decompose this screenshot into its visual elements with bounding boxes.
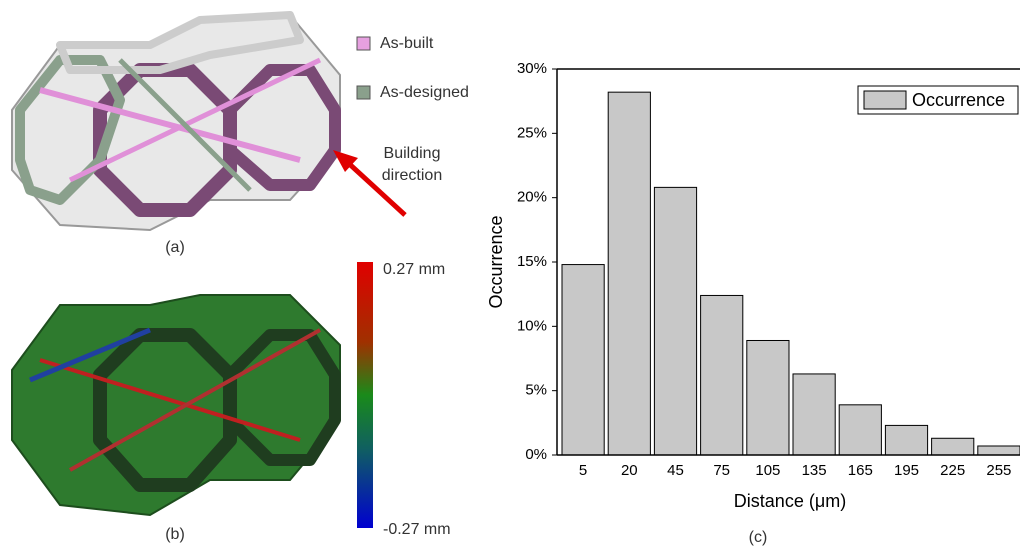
bar <box>932 438 974 455</box>
x-tick-label: 195 <box>894 462 919 479</box>
lattice-deviation <box>12 295 340 515</box>
legend-label: As-designed <box>380 84 469 101</box>
x-tick-label: 165 <box>848 462 873 479</box>
legend-label: Occurrence <box>912 90 1005 110</box>
bar <box>885 425 927 455</box>
annotation: Building <box>384 145 441 162</box>
y-tick-label: 25% <box>517 124 547 141</box>
panel-label: (b) <box>165 526 185 543</box>
y-tick-label: 5% <box>525 382 547 399</box>
x-tick-label: 20 <box>621 462 638 479</box>
colorbar-label: -0.27 mm <box>383 521 451 538</box>
x-axis-label: Distance (μm) <box>734 491 846 511</box>
legend-swatch <box>864 91 906 109</box>
y-axis-label: Occurrence <box>486 215 506 308</box>
x-tick-label: 135 <box>802 462 827 479</box>
y-tick-label: 30% <box>517 60 547 77</box>
lattice-as-built <box>12 15 340 230</box>
legend-swatch <box>357 37 370 50</box>
y-tick-label: 15% <box>517 253 547 270</box>
x-tick-label: 255 <box>986 462 1011 479</box>
legend-swatch <box>357 86 370 99</box>
x-tick-label: 5 <box>579 462 587 479</box>
y-tick-label: 0% <box>525 446 547 463</box>
x-tick-label: 105 <box>755 462 780 479</box>
annotation: direction <box>382 167 442 184</box>
bar <box>562 265 604 455</box>
bar <box>747 340 789 455</box>
x-tick-label: 75 <box>713 462 730 479</box>
bar <box>839 405 881 455</box>
figure: As-built As-designed Building direction … <box>0 0 1020 549</box>
panel-label: (c) <box>749 529 768 546</box>
legend-label: As-built <box>380 35 434 52</box>
bar <box>608 92 650 455</box>
x-tick-label: 45 <box>667 462 684 479</box>
panel-label: (a) <box>165 239 185 256</box>
y-tick-label: 10% <box>517 317 547 334</box>
colorbar-label: 0.27 mm <box>383 261 445 278</box>
bar <box>793 374 835 455</box>
x-tick-label: 225 <box>940 462 965 479</box>
bar <box>701 295 743 455</box>
y-tick-label: 20% <box>517 189 547 206</box>
bar <box>978 446 1020 455</box>
colorbar <box>357 262 373 528</box>
bar <box>654 187 696 455</box>
